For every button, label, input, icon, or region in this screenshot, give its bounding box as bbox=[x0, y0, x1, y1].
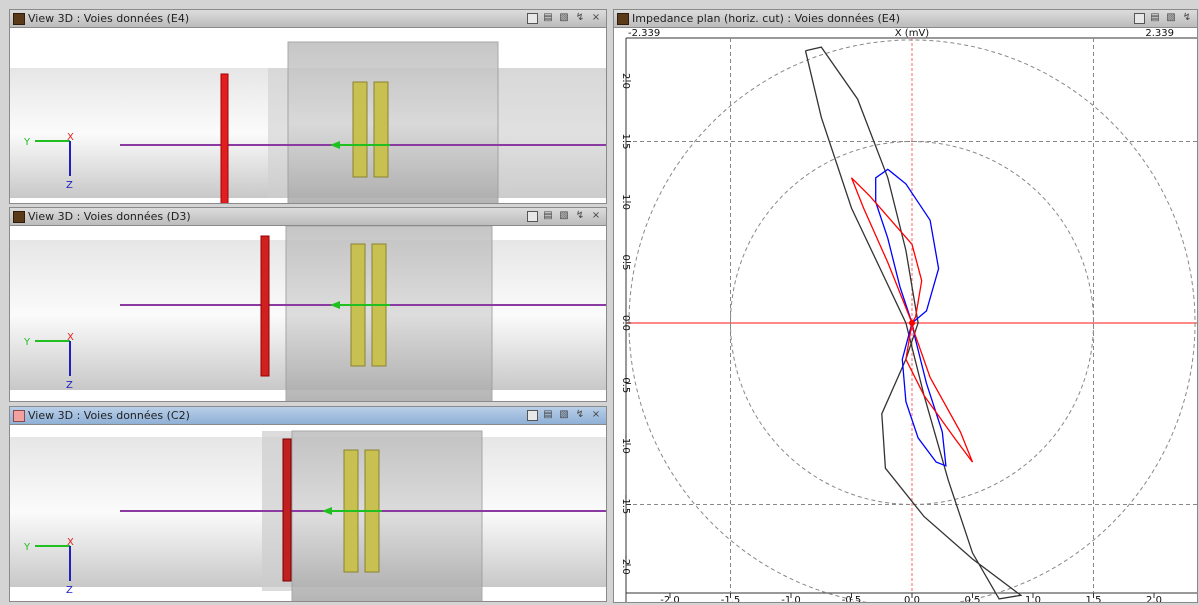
svg-text:Y: Y bbox=[23, 137, 31, 148]
y-tick-label: -2.0 bbox=[620, 555, 631, 575]
x-tick-label: 1.5 bbox=[1086, 595, 1102, 602]
3d-viewport[interactable]: Y X Z bbox=[10, 425, 606, 601]
float-icon[interactable]: ▧ bbox=[559, 409, 569, 420]
y-tick-label: 1.0 bbox=[620, 194, 631, 210]
panel-title: View 3D : Voies données (E4) bbox=[28, 12, 190, 25]
x-max-label: 2.339 bbox=[1145, 28, 1174, 39]
plot-icon bbox=[617, 13, 629, 25]
coil-1 bbox=[352, 81, 368, 178]
x-tick-label: -1.0 bbox=[781, 595, 801, 602]
reference-circle bbox=[628, 39, 1196, 602]
origin-marker bbox=[909, 320, 915, 326]
y-tick-label: 1.5 bbox=[620, 134, 631, 150]
pin-icon[interactable]: ↯ bbox=[575, 12, 585, 23]
svg-text:Y: Y bbox=[23, 337, 31, 348]
impedance-plot-area[interactable]: -2.339 2.339 X (mV) -2.0 -1.5 -1.0 -0.5 0.0 0… bbox=[614, 28, 1197, 602]
probe-housing bbox=[287, 41, 499, 203]
view-icon bbox=[13, 211, 25, 223]
float-icon[interactable]: ▧ bbox=[559, 12, 569, 23]
probe-housing bbox=[285, 226, 493, 401]
red-marker bbox=[282, 438, 292, 582]
impedance-plan-panel: Impedance plan (horiz. cut) : Voies donn… bbox=[613, 9, 1198, 603]
close-icon[interactable]: × bbox=[591, 12, 601, 23]
close-icon[interactable]: × bbox=[591, 409, 601, 420]
layout-icon[interactable]: ▤ bbox=[1150, 12, 1160, 23]
y-tick-label: 0.5 bbox=[620, 255, 631, 271]
x-tick-label: 2.0 bbox=[1146, 595, 1162, 602]
panel-titlebar[interactable]: View 3D : Voies données (C2) ▤ ▧ ↯ × bbox=[10, 407, 606, 425]
svg-text:X: X bbox=[67, 537, 74, 548]
view3d-panel-d3: View 3D : Voies données (D3) ▤ ▧ ↯ × Y X… bbox=[9, 207, 607, 402]
svg-text:Z: Z bbox=[66, 380, 73, 391]
pin-icon[interactable]: ↯ bbox=[575, 409, 585, 420]
panel-title: Impedance plan (horiz. cut) : Voies donn… bbox=[632, 12, 901, 25]
x-tick-label: -0.5 bbox=[842, 595, 862, 602]
close-icon[interactable]: × bbox=[591, 210, 601, 221]
panel-titlebar[interactable]: View 3D : Voies données (D3) ▤ ▧ ↯ × bbox=[10, 208, 606, 226]
y-tick-label: -0.5 bbox=[620, 374, 631, 394]
maximize-icon[interactable] bbox=[527, 13, 538, 24]
y-tick-label: 2.0 bbox=[620, 73, 631, 89]
svg-text:X: X bbox=[67, 132, 74, 143]
x-tick-label: 0.0 bbox=[904, 595, 920, 602]
layout-icon[interactable]: ▤ bbox=[543, 210, 553, 221]
view-icon bbox=[13, 13, 25, 25]
probe-housing bbox=[291, 430, 483, 601]
reference-circle bbox=[730, 141, 1094, 505]
svg-text:Z: Z bbox=[66, 585, 73, 596]
panel-title: View 3D : Voies données (C2) bbox=[28, 409, 190, 422]
svg-text:Z: Z bbox=[66, 180, 73, 191]
x-tick-label: -1.5 bbox=[721, 595, 741, 602]
red-marker bbox=[260, 235, 270, 377]
pin-icon[interactable]: ↯ bbox=[575, 210, 585, 221]
view-icon bbox=[13, 410, 25, 422]
svg-text:X: X bbox=[67, 332, 74, 343]
layout-icon[interactable]: ▤ bbox=[543, 409, 553, 420]
axis-gizmo: Y X Z bbox=[23, 537, 74, 596]
view3d-panel-c2: View 3D : Voies données (C2) ▤ ▧ ↯ × Y X bbox=[9, 406, 607, 602]
x-min-label: -2.339 bbox=[628, 28, 660, 39]
coil-2 bbox=[373, 81, 389, 178]
y-tick-label: 0.0 bbox=[620, 315, 631, 331]
y-tick-label: -1.5 bbox=[620, 495, 631, 515]
impedance-trace bbox=[875, 168, 947, 467]
maximize-icon[interactable] bbox=[1134, 13, 1145, 24]
svg-text:Y: Y bbox=[23, 542, 31, 553]
x-axis-label: X (mV) bbox=[895, 28, 930, 39]
3d-viewport[interactable]: Y X Z bbox=[10, 226, 606, 401]
layout-icon[interactable]: ▤ bbox=[543, 12, 553, 23]
float-icon[interactable]: ▧ bbox=[559, 210, 569, 221]
panel-title: View 3D : Voies données (D3) bbox=[28, 210, 191, 223]
axis-gizmo: Y X Z bbox=[23, 132, 74, 191]
red-marker bbox=[220, 73, 229, 203]
view3d-panel-e4: View 3D : Voies données (E4) ▤ ▧ ↯ × bbox=[9, 9, 607, 204]
y-tick-label: -1.0 bbox=[620, 434, 631, 454]
axis-gizmo: Y X Z bbox=[23, 332, 74, 391]
x-tick-label: -2.0 bbox=[660, 595, 680, 602]
panel-titlebar[interactable]: View 3D : Voies données (E4) ▤ ▧ ↯ × bbox=[10, 10, 606, 28]
3d-viewport[interactable]: Y X Z bbox=[10, 28, 606, 203]
x-tick-label: 0.5 bbox=[965, 595, 981, 602]
maximize-icon[interactable] bbox=[527, 211, 538, 222]
maximize-icon[interactable] bbox=[527, 410, 538, 421]
float-icon[interactable]: ▧ bbox=[1166, 12, 1176, 23]
pin-icon[interactable]: ↯ bbox=[1182, 12, 1192, 23]
x-tick-label: 1.0 bbox=[1025, 595, 1041, 602]
panel-titlebar[interactable]: Impedance plan (horiz. cut) : Voies donn… bbox=[614, 10, 1197, 28]
